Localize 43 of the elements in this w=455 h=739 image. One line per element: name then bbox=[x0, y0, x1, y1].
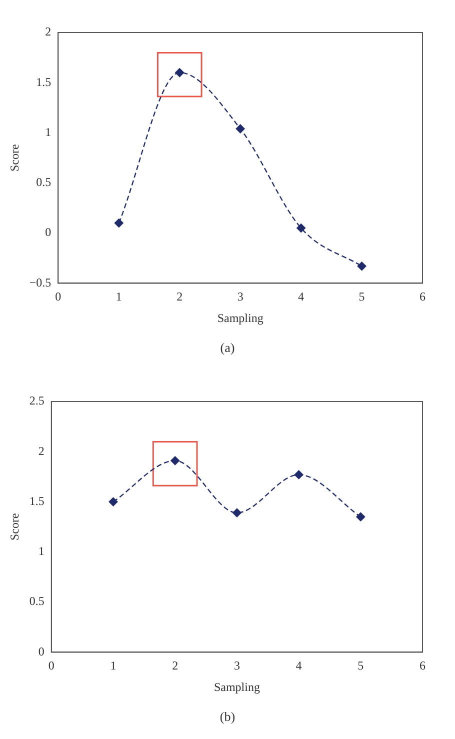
point bbox=[175, 68, 184, 78]
x-tick-label: 1 bbox=[116, 290, 122, 304]
y-tick-label: 0 bbox=[38, 644, 44, 658]
y-tick-label: 1 bbox=[38, 544, 44, 558]
y-tick-label: 1.5 bbox=[29, 494, 44, 508]
x-tick-label: 1 bbox=[110, 658, 116, 673]
x-tick-label: 4 bbox=[298, 290, 304, 304]
x-tick-label: 5 bbox=[358, 658, 364, 673]
y-tick-label: 0.5 bbox=[36, 175, 52, 190]
point bbox=[296, 224, 306, 233]
point bbox=[170, 456, 180, 466]
y-axis-title: Score bbox=[7, 144, 22, 172]
y-tick-label: 2 bbox=[45, 24, 52, 39]
point bbox=[236, 124, 245, 134]
x-tick-label: 2 bbox=[172, 658, 178, 673]
x-tick-label: 5 bbox=[358, 290, 365, 304]
text: (b) bbox=[218, 709, 236, 725]
x-tick-label: 4 bbox=[296, 658, 302, 673]
y-tick-label: 2.5 bbox=[29, 394, 44, 408]
x-axis-title: Sampling bbox=[217, 310, 264, 325]
point bbox=[114, 218, 124, 228]
point bbox=[156, 52, 202, 98]
x-axis-title: Sampling bbox=[214, 680, 260, 694]
point bbox=[356, 512, 366, 522]
x-tick-label: 2 bbox=[176, 290, 183, 304]
point bbox=[357, 262, 366, 271]
y-tick-label: −0.5 bbox=[29, 275, 52, 290]
y-tick-label: 1 bbox=[45, 124, 52, 139]
x-tick-label: 6 bbox=[420, 290, 426, 304]
point bbox=[152, 441, 198, 486]
x-tick-label: 3 bbox=[234, 658, 240, 673]
y-tick-label: 0.5 bbox=[29, 594, 44, 608]
point bbox=[294, 470, 304, 480]
point bbox=[232, 508, 242, 518]
y-axis-title: Score bbox=[7, 513, 22, 541]
point bbox=[108, 497, 118, 506]
x-tick-label: 6 bbox=[420, 658, 426, 673]
x-tick-label: 3 bbox=[237, 290, 244, 304]
x-tick-label: 0 bbox=[55, 290, 62, 304]
y-tick-label: 0 bbox=[45, 225, 52, 240]
y-tick-label: 2 bbox=[38, 444, 44, 458]
text: (a) bbox=[219, 340, 236, 356]
y-tick-label: 1.5 bbox=[36, 74, 52, 89]
